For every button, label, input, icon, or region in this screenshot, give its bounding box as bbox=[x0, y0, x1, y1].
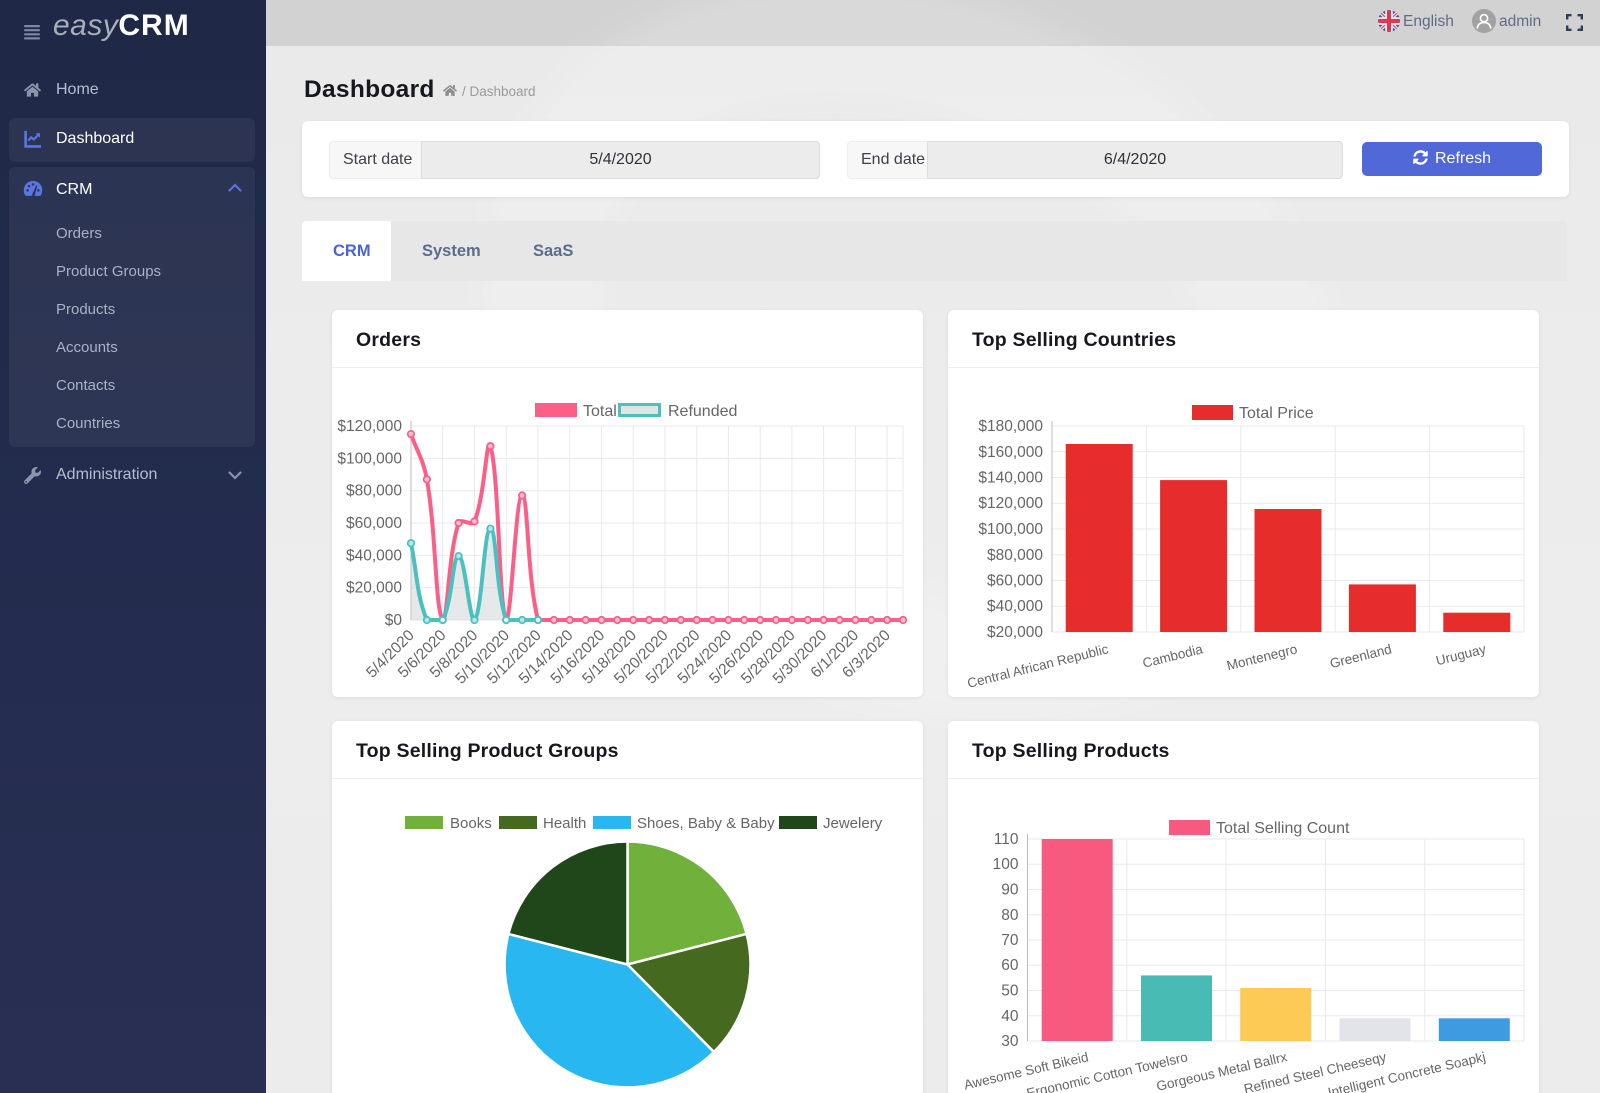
svg-text:$60,000: $60,000 bbox=[987, 573, 1043, 590]
svg-text:$40,000: $40,000 bbox=[346, 547, 402, 564]
svg-text:Refunded: Refunded bbox=[668, 403, 737, 420]
svg-text:110: 110 bbox=[994, 831, 1019, 848]
svg-text:$120,000: $120,000 bbox=[337, 418, 402, 435]
svg-text:Jewelery: Jewelery bbox=[823, 815, 883, 832]
svg-text:$100,000: $100,000 bbox=[337, 450, 402, 467]
svg-text:$0: $0 bbox=[385, 612, 403, 629]
svg-text:90: 90 bbox=[1001, 882, 1019, 899]
svg-text:$100,000: $100,000 bbox=[978, 521, 1043, 538]
svg-text:$20,000: $20,000 bbox=[346, 580, 402, 597]
svg-text:Total: Total bbox=[583, 403, 617, 420]
svg-text:$160,000: $160,000 bbox=[978, 444, 1043, 461]
svg-text:40: 40 bbox=[1001, 1008, 1019, 1025]
svg-text:Total Price: Total Price bbox=[1239, 405, 1314, 422]
svg-text:$140,000: $140,000 bbox=[978, 470, 1043, 487]
svg-text:$80,000: $80,000 bbox=[346, 483, 402, 500]
svg-text:60: 60 bbox=[1001, 957, 1019, 974]
svg-text:Uruguay: Uruguay bbox=[1434, 641, 1487, 668]
svg-text:Books: Books bbox=[450, 815, 492, 832]
svg-text:30: 30 bbox=[1001, 1033, 1019, 1050]
svg-text:Central African Republic: Central African Republic bbox=[966, 641, 1110, 691]
svg-text:80: 80 bbox=[1001, 907, 1019, 924]
svg-text:$80,000: $80,000 bbox=[987, 547, 1043, 564]
svg-text:$20,000: $20,000 bbox=[987, 624, 1043, 641]
svg-text:$60,000: $60,000 bbox=[346, 515, 402, 532]
svg-text:70: 70 bbox=[1001, 932, 1019, 949]
svg-text:$40,000: $40,000 bbox=[987, 598, 1043, 615]
svg-text:$120,000: $120,000 bbox=[978, 495, 1043, 512]
svg-text:Montenegro: Montenegro bbox=[1225, 641, 1299, 673]
svg-text:Shoes, Baby & Baby: Shoes, Baby & Baby bbox=[637, 815, 775, 832]
svg-text:100: 100 bbox=[993, 856, 1019, 873]
svg-text:Health: Health bbox=[543, 815, 586, 832]
svg-text:Cambodia: Cambodia bbox=[1141, 641, 1205, 671]
svg-text:Greenland: Greenland bbox=[1328, 641, 1393, 671]
svg-text:Total Selling Count: Total Selling Count bbox=[1216, 820, 1350, 837]
svg-text:$180,000: $180,000 bbox=[978, 418, 1043, 435]
svg-text:50: 50 bbox=[1001, 983, 1019, 1000]
